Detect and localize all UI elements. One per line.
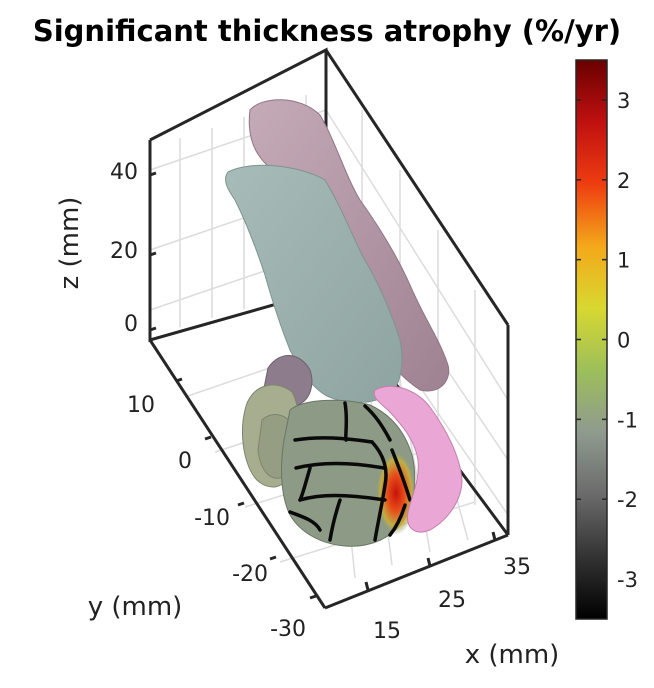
x-axis-label: x (mm) — [465, 640, 560, 670]
y-tick-labels: 10 0 -10 -20 -30 — [127, 393, 306, 642]
z-tick-label: 40 — [110, 160, 138, 185]
x-tick-label: 15 — [373, 619, 401, 644]
y-tick-label: -20 — [232, 562, 268, 587]
teal-cortex-surface — [225, 164, 403, 403]
colorbar: 3 2 1 0 -1 -2 -3 — [575, 59, 638, 620]
colorbar-tick-label: 1 — [617, 249, 630, 273]
brain-surfaces — [225, 99, 463, 547]
y-tick-label: -10 — [194, 506, 230, 531]
pink-hippocampus-surface — [373, 385, 463, 533]
x-tick-labels: 15 25 35 — [373, 555, 531, 644]
y-tick-label: -30 — [270, 617, 306, 642]
z-tick-label: 0 — [124, 312, 138, 337]
colorbar-tick-label: 3 — [617, 89, 630, 113]
y-axis-label: y (mm) — [88, 592, 183, 622]
z-axis-label: z (mm) — [55, 197, 85, 290]
colorbar-tick-label: 0 — [617, 329, 630, 353]
colorbar-ticks: 3 2 1 0 -1 -2 -3 — [576, 89, 638, 592]
y-tick-label: 0 — [178, 449, 192, 474]
z-tick-labels: 40 20 0 — [110, 160, 138, 337]
y-tick-label: 10 — [127, 393, 155, 418]
colorbar-tick-label: -1 — [617, 408, 638, 432]
colorbar-tick-label: 2 — [617, 169, 630, 193]
colorbar-tick-label: -3 — [617, 568, 638, 592]
colorbar-tick-label: -2 — [617, 488, 638, 512]
subfield-boundaries — [288, 401, 412, 542]
x-tick-label: 35 — [503, 555, 531, 580]
chart-title: Significant thickness atrophy (%/yr) — [33, 14, 621, 48]
z-tick-label: 20 — [110, 239, 138, 264]
tick-marks — [149, 171, 497, 600]
x-tick-label: 25 — [438, 588, 466, 613]
